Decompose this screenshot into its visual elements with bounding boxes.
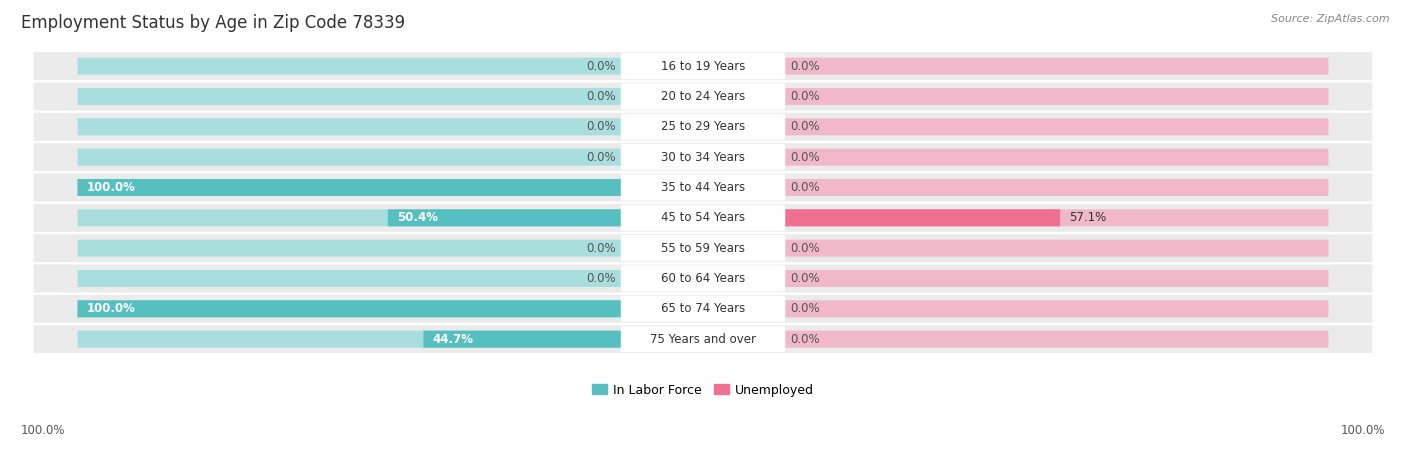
FancyBboxPatch shape (34, 234, 1372, 262)
Text: 55 to 59 Years: 55 to 59 Years (661, 242, 745, 255)
FancyBboxPatch shape (785, 88, 1329, 105)
FancyBboxPatch shape (785, 240, 1329, 256)
Text: 0.0%: 0.0% (586, 60, 616, 72)
FancyBboxPatch shape (34, 325, 1372, 353)
Text: 25 to 29 Years: 25 to 29 Years (661, 120, 745, 133)
FancyBboxPatch shape (34, 143, 1372, 171)
FancyBboxPatch shape (785, 118, 1329, 135)
FancyBboxPatch shape (77, 118, 621, 135)
Text: 0.0%: 0.0% (790, 242, 820, 255)
FancyBboxPatch shape (34, 265, 1372, 292)
Text: 0.0%: 0.0% (790, 181, 820, 194)
FancyBboxPatch shape (621, 296, 785, 322)
Text: 100.0%: 100.0% (87, 302, 136, 315)
Text: 16 to 19 Years: 16 to 19 Years (661, 60, 745, 72)
Legend: In Labor Force, Unemployed: In Labor Force, Unemployed (592, 383, 814, 396)
Text: 50.4%: 50.4% (396, 212, 439, 224)
FancyBboxPatch shape (785, 148, 1329, 166)
Text: 0.0%: 0.0% (790, 302, 820, 315)
FancyBboxPatch shape (77, 148, 621, 166)
Text: 20 to 24 Years: 20 to 24 Years (661, 90, 745, 103)
FancyBboxPatch shape (785, 58, 1329, 75)
Text: 100.0%: 100.0% (87, 181, 136, 194)
FancyBboxPatch shape (621, 114, 785, 140)
FancyBboxPatch shape (77, 300, 621, 317)
FancyBboxPatch shape (77, 209, 621, 226)
FancyBboxPatch shape (621, 326, 785, 352)
Text: Employment Status by Age in Zip Code 78339: Employment Status by Age in Zip Code 783… (21, 14, 405, 32)
FancyBboxPatch shape (77, 331, 621, 348)
FancyBboxPatch shape (34, 295, 1372, 323)
FancyBboxPatch shape (77, 179, 621, 196)
Text: 100.0%: 100.0% (1340, 423, 1385, 436)
FancyBboxPatch shape (77, 270, 621, 287)
FancyBboxPatch shape (621, 235, 785, 261)
FancyBboxPatch shape (621, 266, 785, 292)
FancyBboxPatch shape (77, 240, 621, 256)
FancyBboxPatch shape (785, 300, 1329, 317)
FancyBboxPatch shape (34, 82, 1372, 110)
FancyBboxPatch shape (785, 209, 1329, 226)
Text: 30 to 34 Years: 30 to 34 Years (661, 151, 745, 164)
FancyBboxPatch shape (785, 209, 1060, 226)
FancyBboxPatch shape (388, 209, 621, 226)
Text: 0.0%: 0.0% (790, 272, 820, 285)
FancyBboxPatch shape (785, 270, 1329, 287)
FancyBboxPatch shape (785, 179, 1329, 196)
FancyBboxPatch shape (77, 179, 621, 196)
FancyBboxPatch shape (34, 204, 1372, 232)
FancyBboxPatch shape (785, 331, 1329, 348)
Text: Source: ZipAtlas.com: Source: ZipAtlas.com (1271, 14, 1389, 23)
Text: 60 to 64 Years: 60 to 64 Years (661, 272, 745, 285)
FancyBboxPatch shape (621, 144, 785, 170)
FancyBboxPatch shape (77, 58, 621, 75)
FancyBboxPatch shape (34, 174, 1372, 202)
Text: 100.0%: 100.0% (21, 423, 66, 436)
Text: 0.0%: 0.0% (586, 151, 616, 164)
FancyBboxPatch shape (423, 331, 621, 348)
FancyBboxPatch shape (77, 88, 621, 105)
Text: 0.0%: 0.0% (790, 120, 820, 133)
Text: 0.0%: 0.0% (790, 60, 820, 72)
Text: 0.0%: 0.0% (790, 151, 820, 164)
Text: 57.1%: 57.1% (1070, 212, 1107, 224)
Text: 0.0%: 0.0% (790, 333, 820, 346)
FancyBboxPatch shape (621, 83, 785, 109)
Text: 0.0%: 0.0% (790, 90, 820, 103)
Text: 44.7%: 44.7% (433, 333, 474, 346)
Text: 35 to 44 Years: 35 to 44 Years (661, 181, 745, 194)
Text: 0.0%: 0.0% (586, 120, 616, 133)
Text: 0.0%: 0.0% (586, 272, 616, 285)
FancyBboxPatch shape (621, 175, 785, 201)
Text: 0.0%: 0.0% (586, 242, 616, 255)
Text: 65 to 74 Years: 65 to 74 Years (661, 302, 745, 315)
FancyBboxPatch shape (34, 52, 1372, 80)
FancyBboxPatch shape (621, 53, 785, 79)
FancyBboxPatch shape (621, 205, 785, 231)
Text: 75 Years and over: 75 Years and over (650, 333, 756, 346)
FancyBboxPatch shape (34, 113, 1372, 141)
Text: 0.0%: 0.0% (586, 90, 616, 103)
Text: 45 to 54 Years: 45 to 54 Years (661, 212, 745, 224)
FancyBboxPatch shape (77, 300, 621, 317)
